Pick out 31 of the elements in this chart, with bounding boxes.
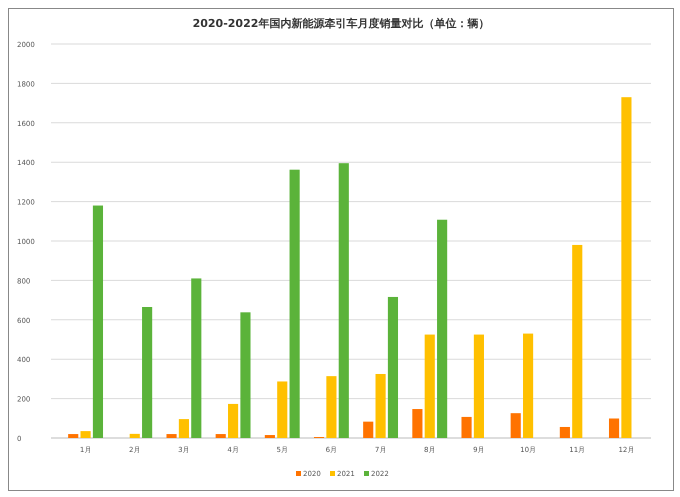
bar — [326, 376, 336, 438]
bar — [68, 434, 78, 438]
bar — [621, 97, 632, 438]
bar — [240, 312, 251, 438]
bar — [412, 409, 422, 438]
bar — [388, 296, 398, 438]
bar — [608, 418, 620, 438]
bar — [523, 334, 534, 438]
chart-title: 2020-2022年国内新能源牵引车月度销量对比（单位：辆） — [192, 17, 490, 30]
bar — [474, 334, 484, 438]
bar — [80, 431, 91, 438]
bar — [572, 244, 582, 438]
bar — [560, 426, 570, 438]
bar — [363, 422, 374, 438]
bar — [510, 413, 521, 438]
bar — [228, 404, 238, 438]
bar — [290, 170, 300, 438]
bar — [277, 381, 288, 438]
bar — [191, 278, 202, 438]
bar — [264, 435, 275, 438]
bar — [461, 416, 472, 438]
bar — [216, 434, 226, 438]
bar — [178, 419, 189, 438]
bar — [424, 334, 435, 438]
bar — [142, 306, 152, 438]
bar — [338, 163, 349, 438]
bar — [92, 206, 104, 438]
bar — [166, 434, 177, 438]
bar — [437, 220, 448, 438]
bar — [130, 434, 140, 438]
bar — [376, 374, 386, 438]
